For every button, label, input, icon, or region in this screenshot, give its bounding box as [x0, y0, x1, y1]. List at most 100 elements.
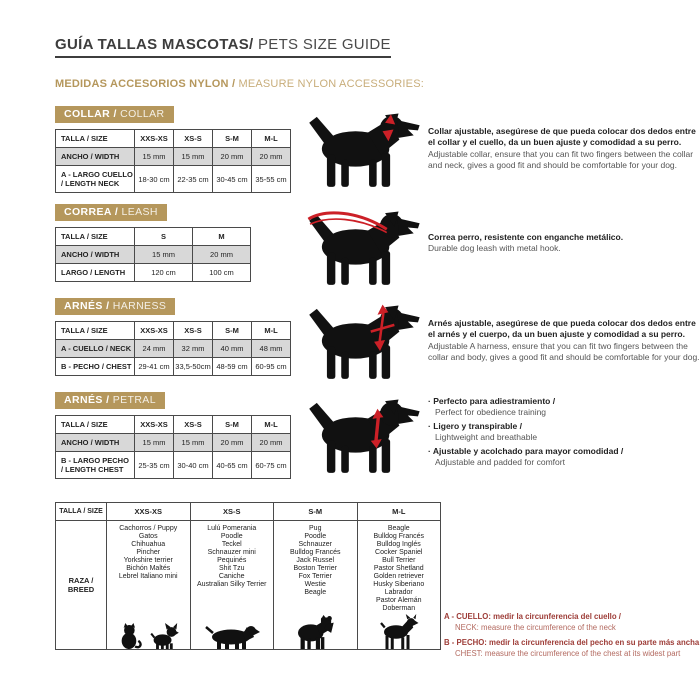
collar-desc-es: Collar ajustable, asegúrese de que pueda…	[428, 126, 696, 148]
breed-item: Boston Terrier	[293, 565, 337, 573]
breed-item: Yorkshire terrier	[123, 557, 173, 565]
doberman-silhouette	[379, 613, 419, 649]
col-header: XS-S	[173, 415, 213, 434]
breed-item: Husky Siberiano	[373, 581, 425, 589]
badge-leash: CORREA / LEASH	[55, 204, 167, 221]
feature-item: · Perfecto para adiestramiento / Perfect…	[428, 396, 700, 419]
value-cell: 48-59 cm	[212, 357, 252, 376]
value-cell: 15 mm	[173, 147, 213, 166]
breed-item: Fox Terrier	[298, 573, 332, 581]
harness-size-table: TALLA / SIZE XXS-XS XS-S S-M M-L A - CUE…	[55, 321, 291, 376]
breed-list: Cachorros / Puppy Gatos Chihuahua Pinche…	[119, 525, 178, 581]
value-cell: 15 mm	[134, 245, 193, 264]
breed-item: Poodle	[304, 533, 327, 541]
col-header: XS-S	[173, 129, 213, 148]
breed-item: Poodle	[220, 533, 243, 541]
petral-features: · Perfecto para adiestramiento / Perfect…	[428, 390, 700, 479]
col-header: TALLA / SIZE	[55, 321, 135, 340]
breed-cell-m-l: Beagle Bulldog Francés Bulldog Inglés Co…	[356, 520, 441, 650]
badge-collar-es: COLLAR /	[64, 108, 117, 120]
note-neck-en: NECK: measure the circumference of the n…	[455, 622, 616, 632]
row-label: ANCHO / WIDTH	[55, 147, 135, 166]
harness-desc-es: Arnés ajustable, asegúrese de que pueda …	[428, 318, 696, 340]
col-header: XS-S	[189, 502, 274, 521]
col-header: M	[192, 227, 251, 246]
badge-petral-es: ARNÉS /	[64, 394, 110, 406]
section-leash: CORREA / LEASH TALLA / SIZE S M ANCHO / …	[55, 202, 700, 290]
breed-item: Pastor Shetland	[373, 565, 424, 573]
value-cell: 22-35 cm	[173, 165, 213, 193]
value-cell: 100 cm	[192, 263, 251, 282]
badge-petral-en: PETRAL	[109, 394, 156, 406]
breed-item: Teckel	[221, 541, 242, 549]
dog-collar-illustration	[309, 113, 420, 187]
feature-item: · Ligero y transpirable / Lightweight an…	[428, 421, 700, 444]
breed-item: Gatos	[138, 533, 158, 541]
feature-en: Lightweight and breathable	[435, 432, 538, 443]
breed-item: Caniche	[218, 573, 245, 581]
badge-leash-es: CORREA /	[64, 206, 119, 218]
col-header: XXS-XS	[134, 321, 174, 340]
value-cell: 15 mm	[134, 433, 174, 452]
harness-arrows-icon	[370, 304, 395, 352]
feature-es: · Ajustable y acolchado para mayor comod…	[428, 445, 624, 456]
value-cell: 25-35 cm	[134, 451, 174, 479]
page-subtitle-en: MEASURE NYLON ACCESSORIES:	[235, 78, 424, 90]
feature-en: Adjustable and padded for comfort	[435, 457, 565, 468]
breed-item: Beagle	[304, 589, 327, 597]
badge-petral: ARNÉS / PETRAL	[55, 392, 165, 409]
page-title-en: PETS SIZE GUIDE	[253, 36, 391, 53]
breed-table: TALLA / SIZE XXS-XS XS-S S-M M-L RAZA / …	[55, 502, 441, 650]
measuring-notes: A - CUELLO: medir la circunferencia del …	[444, 612, 700, 664]
section-petral: ARNÉS / PETRAL TALLA / SIZE XXS-XS XS-S …	[55, 390, 700, 479]
table-row: B - PECHO / CHEST 29-41 cm 33,5-50cm 48-…	[55, 357, 291, 376]
dog-leash-illustration	[307, 211, 420, 285]
col-header: S-M	[212, 129, 252, 148]
cat-silhouette	[121, 623, 142, 649]
col-header: M-L	[251, 321, 291, 340]
breed-item: Schnauzer mini	[207, 549, 256, 557]
table-header-row: TALLA / SIZE XXS-XS XS-S S-M M-L	[55, 321, 291, 340]
row-label: ANCHO / WIDTH	[55, 245, 135, 264]
value-cell: 60-95 cm	[251, 357, 291, 376]
value-cell: 30-45 cm	[212, 165, 252, 193]
table-row: ANCHO / WIDTH 15 mm 20 mm	[55, 245, 251, 264]
table-row: B - LARGO PECHO / LENGTH CHEST 25-35 cm …	[55, 451, 291, 479]
breed-item: Beagle	[387, 525, 410, 532]
breed-item: Lulú Pomerania	[207, 525, 257, 532]
row-label: ANCHO / WIDTH	[55, 433, 135, 452]
table-row: RAZA / BREED Cachorros / Puppy Gatos Chi…	[55, 520, 441, 650]
row-label: B - LARGO PECHO / LENGTH CHEST	[55, 451, 135, 479]
col-header: M-L	[356, 502, 441, 521]
breed-item: Bulldog Inglés	[376, 541, 421, 549]
breed-item: Lebrel Italiano mini	[118, 573, 178, 581]
breed-item: Pincher	[136, 549, 161, 557]
leash-size-table: TALLA / SIZE S M ANCHO / WIDTH 15 mm 20 …	[55, 227, 251, 282]
page-subtitle-es: MEDIDAS ACCESORIOS NYLON /	[55, 78, 236, 90]
value-cell: 20 mm	[192, 245, 251, 264]
value-cell: 18-30 cm	[134, 165, 174, 193]
breed-item: Chihuahua	[131, 541, 166, 549]
col-header: XXS-XS	[134, 415, 174, 434]
note-chest-en: CHEST: measure the circumference of the …	[455, 648, 681, 658]
value-cell: 40-65 cm	[212, 451, 252, 479]
row-label: RAZA / BREED	[55, 520, 107, 650]
table-row: A - CUELLO / NECK 24 mm 32 mm 40 mm 48 m…	[55, 339, 291, 358]
col-header: XXS-XS	[106, 502, 191, 521]
value-cell: 20 mm	[251, 147, 291, 166]
value-cell: 32 mm	[173, 339, 213, 358]
page-header: GUÍA TALLAS MASCOTAS/ PETS SIZE GUIDE	[55, 36, 391, 58]
petral-size-table: TALLA / SIZE XXS-XS XS-S S-M M-L ANCHO /…	[55, 415, 291, 479]
table-header-row: TALLA / SIZE XXS-XS XS-S S-M M-L	[55, 129, 291, 148]
value-cell: 20 mm	[251, 433, 291, 452]
breed-item: Schnauzer	[298, 541, 332, 549]
breed-item: Bichón Maltés	[126, 565, 171, 573]
collar-size-table: TALLA / SIZE XXS-XS XS-S S-M M-L ANCHO /…	[55, 129, 291, 193]
leash-desc-es: Correa perro, resistente con enganche me…	[428, 232, 624, 242]
col-header: TALLA / SIZE	[55, 227, 135, 246]
breed-item: Pequinés	[217, 557, 247, 565]
harness-desc-en: Adjustable A harness, ensure that you ca…	[428, 340, 700, 363]
table-header-row: TALLA / SIZE XXS-XS XS-S S-M M-L	[55, 502, 441, 521]
breed-item: Bulldog Francés	[289, 549, 341, 557]
value-cell: 120 cm	[134, 263, 193, 282]
